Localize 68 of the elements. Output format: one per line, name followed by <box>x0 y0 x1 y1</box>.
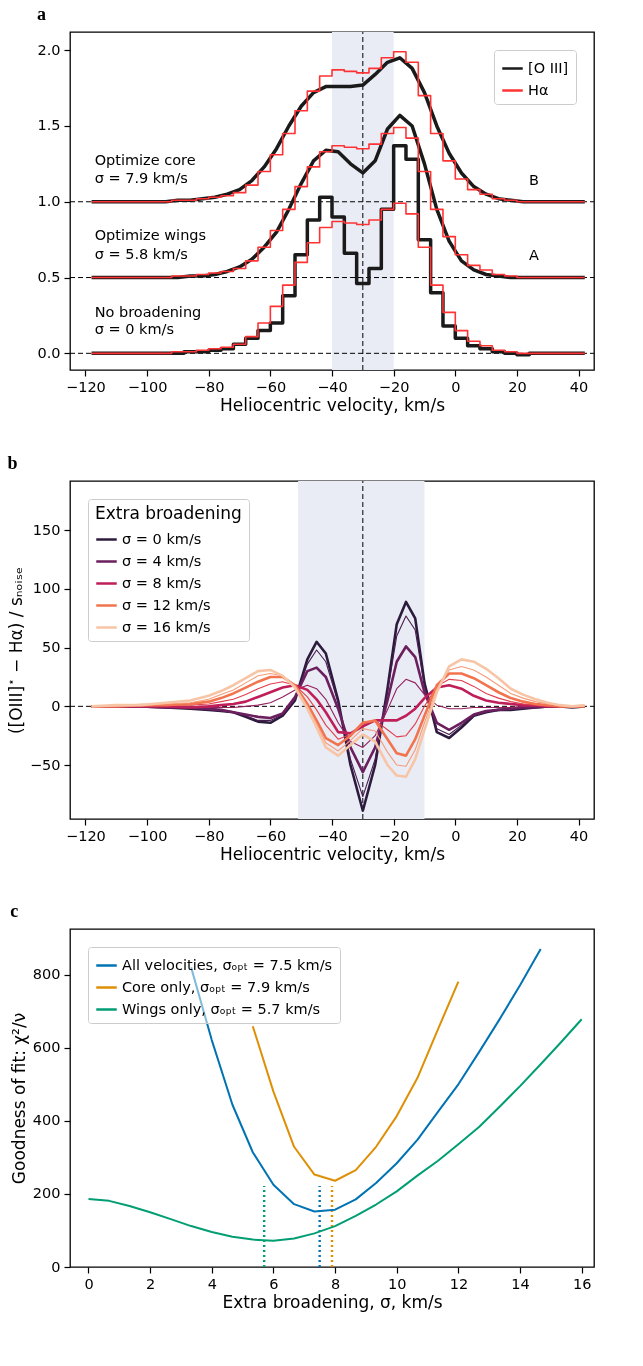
x-tick-label: −60 <box>255 378 287 395</box>
x-tick-label: 0 <box>451 827 461 844</box>
y-tick-label: 100 <box>32 580 61 597</box>
x-tick-label: 0 <box>451 378 461 395</box>
annotation: Optimize wings <box>94 227 207 244</box>
y-tick-label: 0 <box>51 697 61 714</box>
x-tick-label: 10 <box>388 1275 407 1292</box>
annotation: σ = 5.8 km/s <box>94 245 188 262</box>
x-tick-label: −120 <box>66 378 106 395</box>
annotation: No broadening <box>94 303 202 320</box>
x-tick-label: 20 <box>508 378 527 395</box>
legend-label: All velocities, σₒₚₜ = 7.5 km/s <box>122 956 333 973</box>
legend-label: σ = 16 km/s <box>122 618 211 635</box>
x-axis-title: Heliocentric velocity, km/s <box>219 395 446 415</box>
y-tick-label: 150 <box>32 521 61 538</box>
x-tick-label: −20 <box>378 378 410 395</box>
y-tick-label: 50 <box>42 639 61 656</box>
x-tick-label: 2 <box>146 1275 156 1292</box>
legend-label: σ = 0 km/s <box>122 530 202 547</box>
x-tick-label: −80 <box>193 378 225 395</box>
legend-label: Core only, σₒₚₜ = 7.9 km/s <box>122 978 310 995</box>
y-tick-label: 400 <box>32 1112 61 1129</box>
y-tick-label: 0.5 <box>37 269 61 286</box>
x-tick-label: 20 <box>508 827 527 844</box>
x-tick-label: −100 <box>127 378 168 395</box>
annotation: σ = 7.9 km/s <box>94 170 188 187</box>
legend-label: σ = 4 km/s <box>122 552 202 569</box>
x-tick-label: −120 <box>66 827 106 844</box>
annotation: σ = 0 km/s <box>94 321 174 338</box>
y-tick-label: 1.0 <box>37 193 61 210</box>
legend-label: σ = 8 km/s <box>122 574 202 591</box>
x-tick-label: −40 <box>317 378 348 395</box>
x-tick-label: 16 <box>572 1275 592 1292</box>
y-tick-label: 0.0 <box>37 344 61 361</box>
x-tick-label: −100 <box>127 827 168 844</box>
annotation: B <box>529 171 539 188</box>
x-tick-label: −80 <box>193 827 225 844</box>
x-tick-label: 0 <box>84 1275 94 1292</box>
x-tick-label: 4 <box>207 1275 217 1292</box>
x-tick-label: 14 <box>511 1275 530 1292</box>
x-tick-label: −40 <box>317 827 348 844</box>
legend-label: σ = 12 km/s <box>122 596 211 613</box>
legend-label: Hα <box>528 81 549 98</box>
chart-title: c <box>10 901 19 921</box>
x-tick-label: −60 <box>255 827 287 844</box>
x-tick-label: 12 <box>449 1275 469 1292</box>
x-tick-label: 40 <box>569 827 589 844</box>
y-tick-label: 2.0 <box>37 41 61 58</box>
x-tick-label: 6 <box>269 1275 279 1292</box>
x-axis-title: Heliocentric velocity, km/s <box>219 844 446 864</box>
y-axis-title: Goodness of fit: χ²/ν <box>8 1012 29 1185</box>
y-tick-label: 800 <box>32 966 61 983</box>
annotation: A <box>529 247 540 264</box>
legend-label: [O III] <box>528 59 569 76</box>
legend-title: Extra broadening <box>95 503 242 523</box>
chart-title: a <box>36 3 46 24</box>
y-tick-label: 1.5 <box>37 117 61 134</box>
y-tick-label: −50 <box>29 756 61 773</box>
legend-label: Wings only, σₒₚₜ = 5.7 km/s <box>122 1000 321 1017</box>
annotation: Optimize core <box>94 151 196 168</box>
y-tick-label: 600 <box>32 1039 61 1056</box>
x-axis-title: Extra broadening, σ, km/s <box>222 1292 443 1312</box>
y-tick-label: 200 <box>32 1185 61 1202</box>
x-tick-label: 40 <box>569 378 589 395</box>
chart-title: b <box>7 452 18 473</box>
y-tick-label: 0 <box>51 1258 61 1275</box>
x-tick-label: −20 <box>378 827 410 844</box>
x-tick-label: 8 <box>330 1275 341 1292</box>
